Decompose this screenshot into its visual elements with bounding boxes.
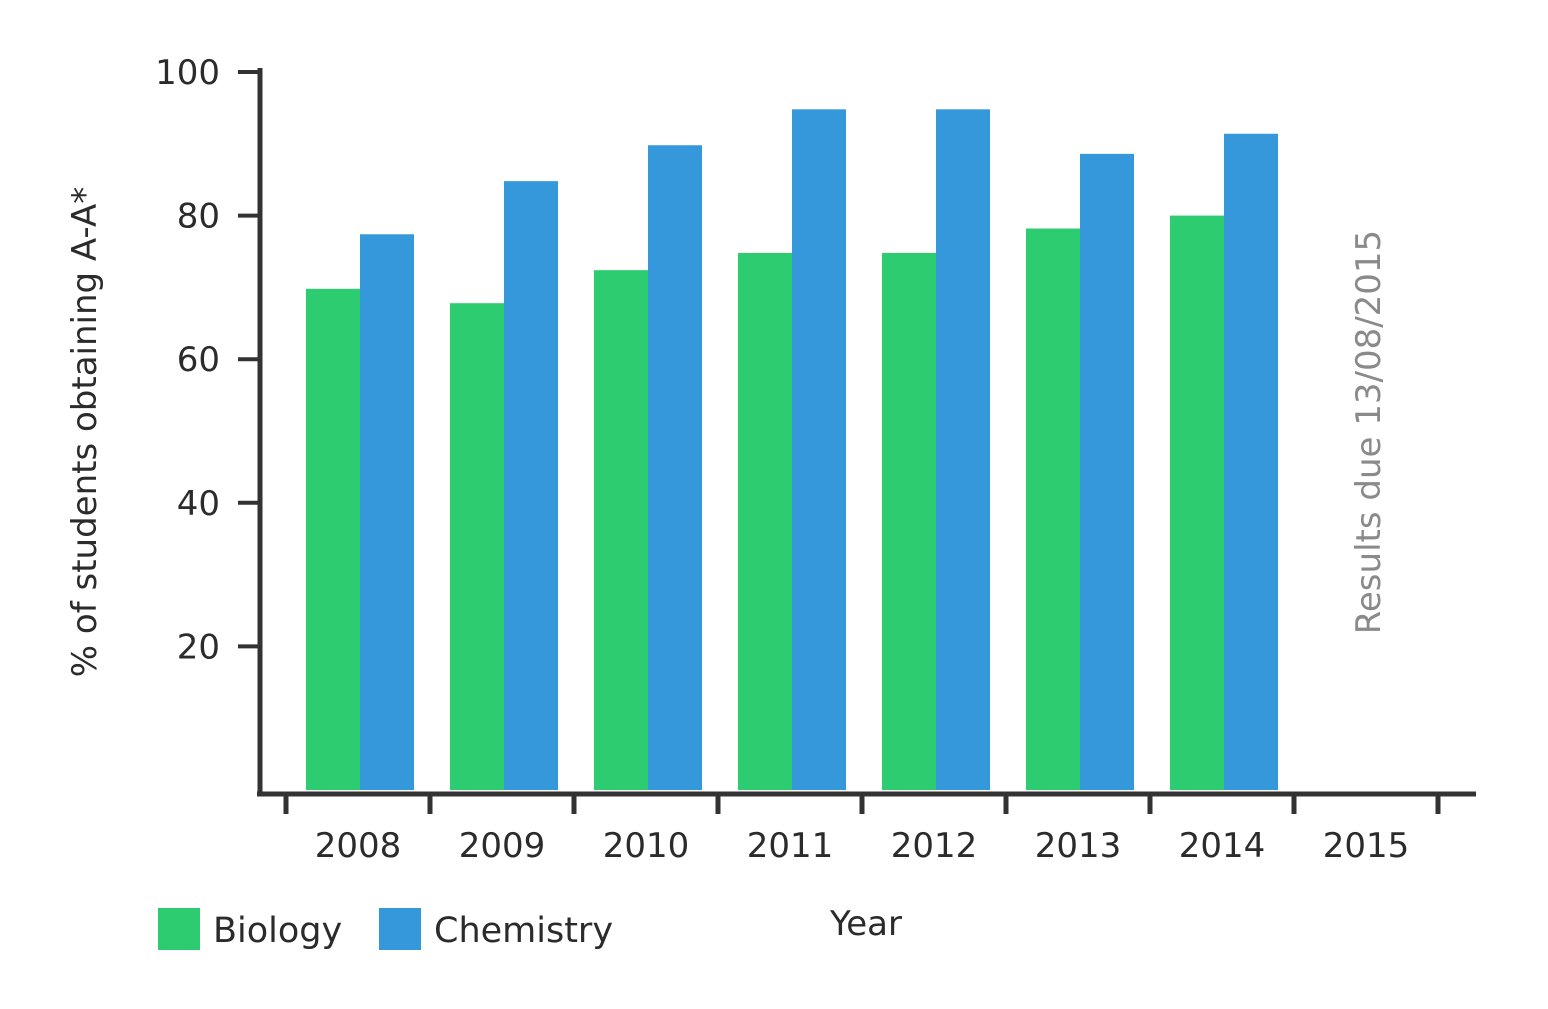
x-tick-label-2012: 2012 xyxy=(891,826,978,866)
legend-swatch-biology xyxy=(158,908,200,950)
bar-chemistry-2011 xyxy=(792,109,846,790)
x-tick-label-2013: 2013 xyxy=(1035,826,1122,866)
y-tick-label-20: 20 xyxy=(177,627,220,667)
axes-group xyxy=(257,68,1476,797)
x-tick-label-2011: 2011 xyxy=(747,826,834,866)
bar-chemistry-2010 xyxy=(648,145,702,791)
y-tick-label-40: 40 xyxy=(177,484,220,524)
x-axis-label: Year xyxy=(829,904,902,944)
bar-chemistry-2009 xyxy=(504,181,558,791)
bar-chemistry-2012 xyxy=(936,109,990,790)
bar-chemistry-2008 xyxy=(360,234,414,790)
legend: Biology Chemistry xyxy=(158,908,613,951)
bar-biology-2010 xyxy=(594,270,648,791)
x-tick-label-2014: 2014 xyxy=(1179,826,1266,866)
x-tick-label-2009: 2009 xyxy=(459,826,546,866)
bars-group xyxy=(306,109,1278,791)
bar-biology-2013 xyxy=(1026,228,1080,791)
x-ticks-group: 2008 2009 2010 2011 2012 2013 2014 2015 xyxy=(283,794,1441,866)
x-tick-label-2008: 2008 xyxy=(315,826,402,866)
y-axis-label: % of students obtaining A-A* xyxy=(65,187,105,677)
legend-swatch-chemistry xyxy=(379,908,421,950)
bar-biology-2008 xyxy=(306,288,360,790)
results-due-annotation: Results due 13/08/2015 xyxy=(1349,230,1389,634)
legend-label-chemistry: Chemistry xyxy=(434,911,613,951)
bar-biology-2012 xyxy=(882,252,936,790)
bar-biology-2011 xyxy=(738,252,792,790)
y-tick-label-80: 80 xyxy=(177,197,220,237)
x-tick-label-2010: 2010 xyxy=(603,826,690,866)
bar-chemistry-2013 xyxy=(1080,153,1134,791)
legend-label-biology: Biology xyxy=(213,911,342,951)
bar-biology-2014 xyxy=(1170,215,1224,791)
x-tick-label-2015: 2015 xyxy=(1323,826,1410,866)
y-tick-label-60: 60 xyxy=(177,340,220,380)
y-tick-label-100: 100 xyxy=(155,53,220,93)
bar-biology-2009 xyxy=(450,303,504,790)
bar-chemistry-2014 xyxy=(1224,133,1278,791)
y-ticks-group: 20 40 60 80 100 xyxy=(155,53,260,667)
